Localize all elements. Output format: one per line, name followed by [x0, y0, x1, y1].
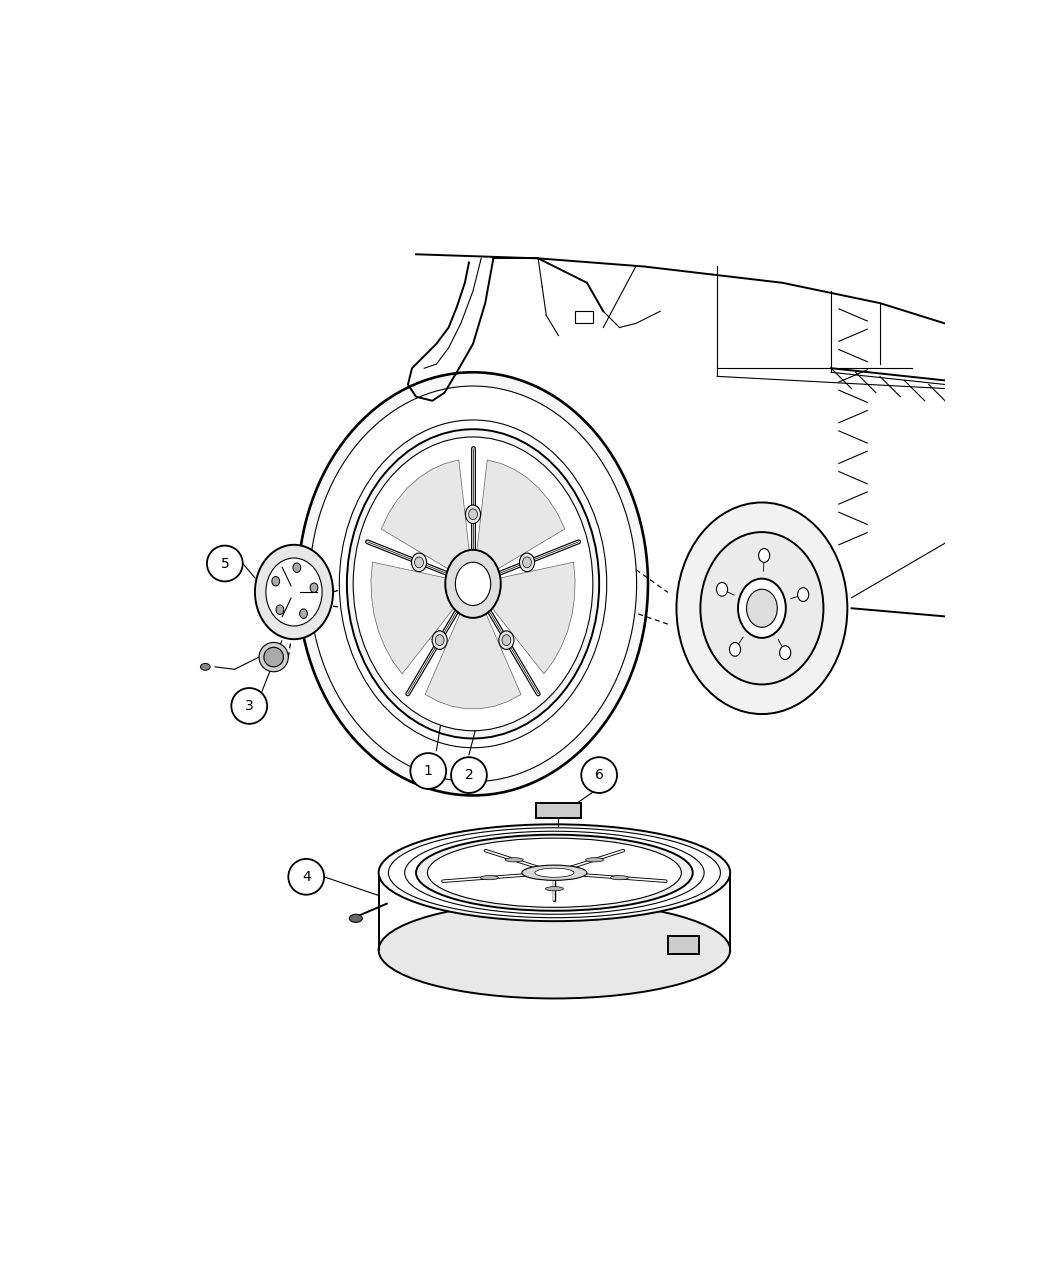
Ellipse shape — [379, 902, 730, 999]
Ellipse shape — [293, 563, 300, 572]
Text: 5: 5 — [220, 557, 229, 571]
Ellipse shape — [299, 609, 308, 618]
Circle shape — [411, 753, 446, 789]
Ellipse shape — [433, 631, 447, 650]
Bar — [536, 803, 582, 817]
Circle shape — [452, 757, 487, 793]
Ellipse shape — [676, 502, 847, 714]
Ellipse shape — [353, 437, 593, 730]
Bar — [669, 936, 699, 954]
Polygon shape — [425, 614, 521, 709]
Ellipse shape — [522, 865, 587, 880]
Ellipse shape — [798, 587, 808, 601]
Text: 1: 1 — [424, 764, 433, 778]
Ellipse shape — [310, 584, 318, 593]
Ellipse shape — [499, 631, 513, 650]
Polygon shape — [492, 562, 575, 674]
Ellipse shape — [276, 605, 284, 614]
Circle shape — [289, 859, 324, 895]
Ellipse shape — [266, 558, 322, 626]
Ellipse shape — [201, 664, 210, 670]
Text: 6: 6 — [594, 767, 604, 782]
Ellipse shape — [730, 642, 740, 656]
Ellipse shape — [468, 508, 478, 520]
Polygon shape — [371, 562, 454, 674]
Ellipse shape — [298, 373, 648, 796]
Circle shape — [264, 647, 284, 667]
Ellipse shape — [716, 582, 728, 596]
Ellipse shape — [436, 635, 444, 646]
Ellipse shape — [404, 831, 705, 914]
Ellipse shape — [272, 576, 279, 586]
Ellipse shape — [505, 858, 523, 862]
Ellipse shape — [481, 876, 499, 880]
Ellipse shape — [738, 578, 785, 638]
Text: 3: 3 — [245, 699, 254, 713]
Circle shape — [231, 688, 267, 724]
Ellipse shape — [758, 549, 770, 562]
Ellipse shape — [747, 589, 777, 627]
Text: 4: 4 — [301, 870, 311, 884]
Polygon shape — [477, 460, 565, 570]
Ellipse shape — [610, 876, 628, 880]
Ellipse shape — [502, 635, 510, 646]
Ellipse shape — [379, 825, 730, 921]
Ellipse shape — [427, 838, 681, 908]
Ellipse shape — [350, 914, 362, 922]
Ellipse shape — [523, 557, 531, 568]
Ellipse shape — [339, 420, 607, 748]
Ellipse shape — [388, 827, 720, 918]
Ellipse shape — [255, 545, 333, 640]
Ellipse shape — [415, 557, 423, 568]
Ellipse shape — [310, 386, 636, 782]
Text: 2: 2 — [464, 767, 474, 782]
Circle shape — [582, 757, 617, 793]
Circle shape — [207, 545, 243, 581]
Ellipse shape — [586, 858, 604, 862]
Ellipse shape — [445, 550, 501, 618]
Ellipse shape — [465, 504, 481, 524]
Ellipse shape — [416, 835, 693, 911]
Ellipse shape — [700, 533, 823, 684]
Circle shape — [259, 642, 289, 672]
Ellipse shape — [779, 646, 791, 659]
Ellipse shape — [456, 562, 490, 605]
Ellipse shape — [520, 553, 534, 572]
Polygon shape — [381, 460, 469, 570]
Ellipse shape — [346, 429, 600, 738]
Bar — [574, 312, 592, 323]
Ellipse shape — [412, 553, 426, 572]
Ellipse shape — [545, 886, 564, 891]
Ellipse shape — [534, 868, 574, 877]
